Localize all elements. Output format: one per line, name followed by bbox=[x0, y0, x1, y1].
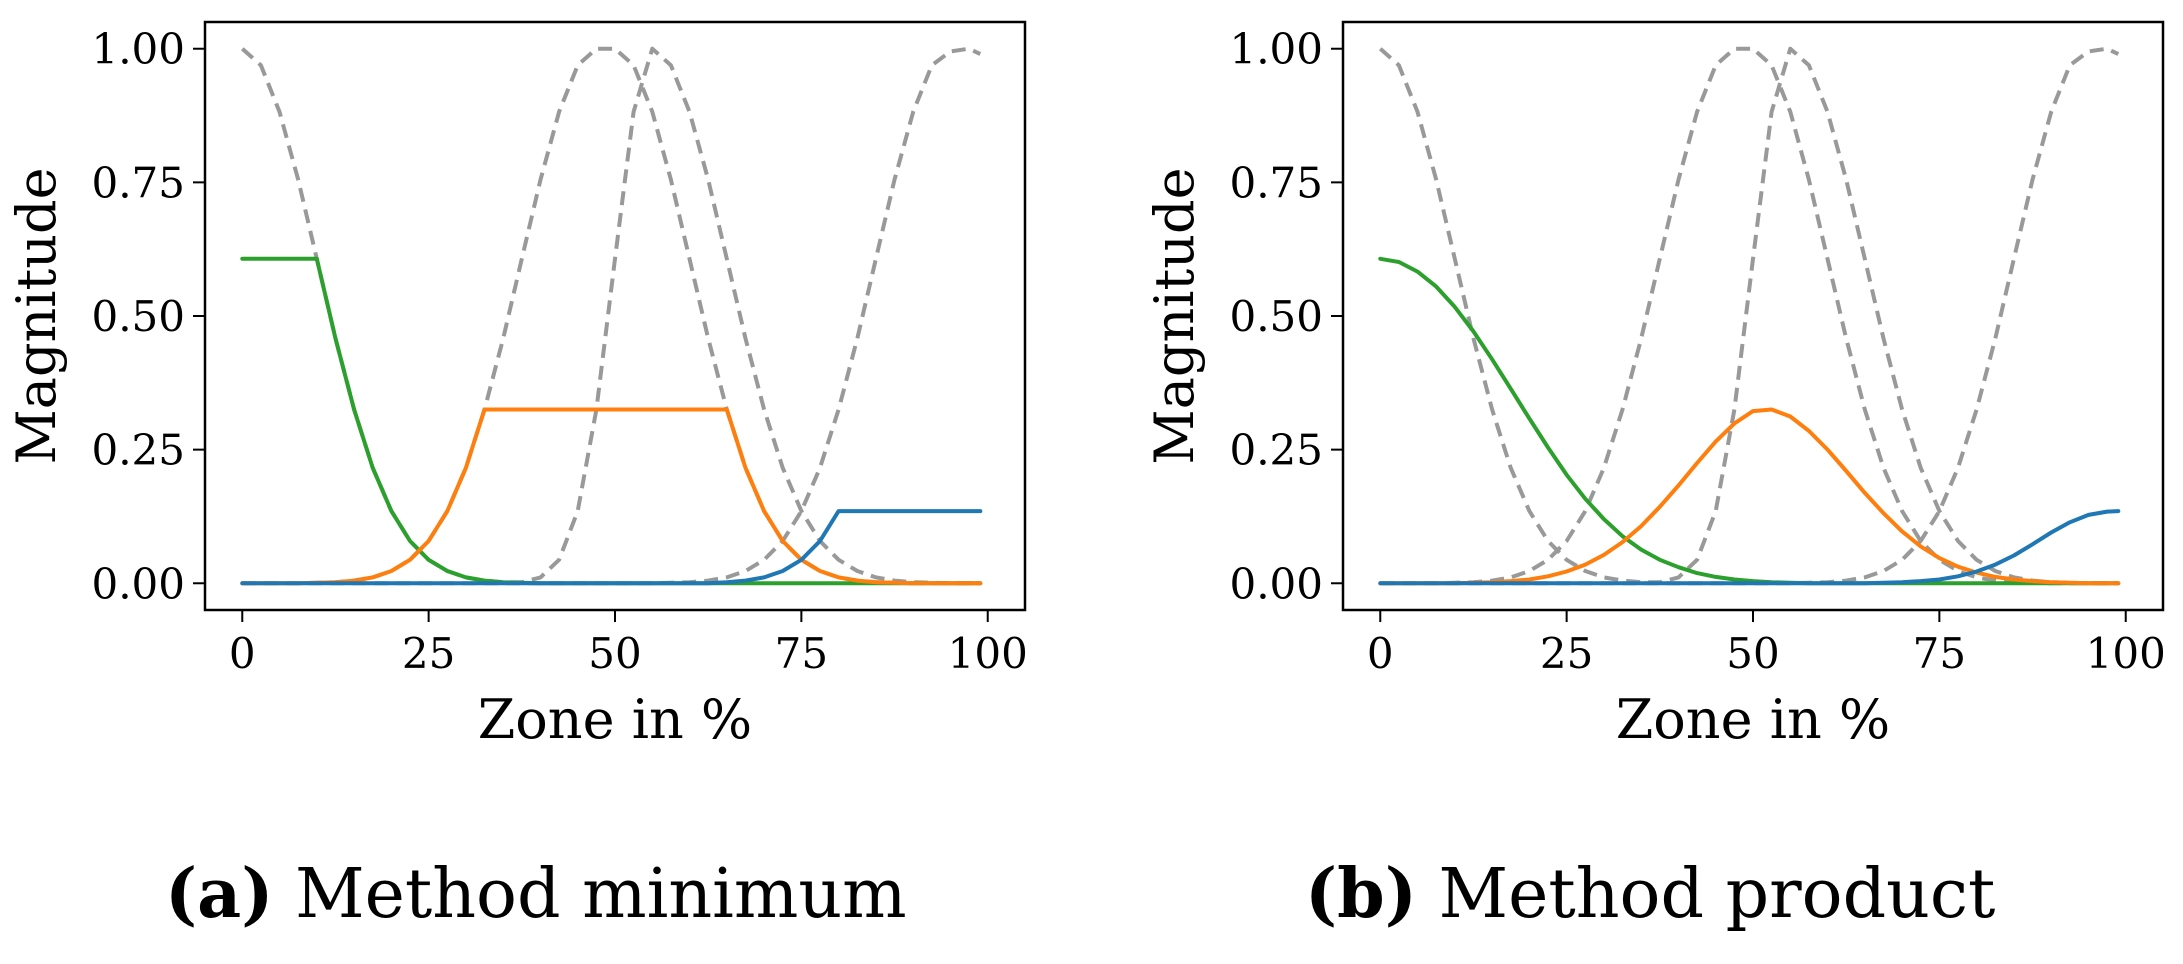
caption-method-product: (b) Method product bbox=[1305, 860, 1995, 929]
chart-method-minimum: 0 25 50 75 100 0.00 0.25 0.50 0.75 1.00 Zone in % M… bbox=[5, 20, 1028, 751]
y-tick-label: 0.50 bbox=[1229, 292, 1323, 341]
series-line-blue bbox=[240, 509, 983, 586]
x-tick-label: 0 bbox=[1367, 629, 1394, 678]
x-tick-label: 100 bbox=[948, 629, 1028, 678]
series-line-membership-mid bbox=[242, 46, 981, 586]
x-tick-label: 100 bbox=[2086, 629, 2166, 678]
x-tick-label: 75 bbox=[1913, 629, 1966, 678]
series-line-membership-high bbox=[242, 46, 982, 586]
x-tick-label: 25 bbox=[402, 629, 455, 678]
x-tick-label: 75 bbox=[775, 629, 828, 678]
series-line-orange bbox=[240, 407, 983, 586]
series-line-membership-low bbox=[1378, 46, 2119, 586]
series-line-membership-mid bbox=[1380, 46, 2119, 586]
x-tick-label: 25 bbox=[1540, 629, 1593, 678]
series-line-membership-low bbox=[240, 46, 981, 586]
caption-method-minimum: (a) Method minimum bbox=[165, 860, 907, 929]
y-tick-label: 0.25 bbox=[91, 426, 185, 475]
y-tick-label: 0.25 bbox=[1229, 426, 1323, 475]
x-axis-label: Zone in % bbox=[1616, 688, 1890, 751]
x-tick-label: 50 bbox=[1726, 629, 1779, 678]
axes-frame bbox=[203, 20, 1027, 612]
y-tick-label: 0.75 bbox=[1229, 158, 1323, 207]
y-tick-label: 1.00 bbox=[91, 25, 185, 74]
series-line-blue bbox=[1378, 509, 2121, 586]
x-axis-label: Zone in % bbox=[478, 688, 752, 751]
caption-tag: (b) bbox=[1305, 854, 1417, 934]
axes-frame bbox=[1341, 20, 2165, 612]
chart-method-product: 0 25 50 75 100 0.00 0.25 0.50 0.75 1.00 Zone in % M… bbox=[1143, 20, 2166, 751]
series-line-membership-high bbox=[1380, 46, 2120, 586]
x-tick-label: 50 bbox=[588, 629, 641, 678]
caption-text: Method minimum bbox=[273, 855, 907, 934]
y-tick-label: 0.00 bbox=[1229, 559, 1323, 608]
series-line-green bbox=[1378, 256, 2121, 586]
y-tick-label: 0.75 bbox=[91, 158, 185, 207]
caption-text: Method product bbox=[1416, 855, 1996, 934]
y-tick-label: 0.50 bbox=[91, 292, 185, 341]
series-line-green bbox=[240, 256, 983, 586]
y-tick-label: 1.00 bbox=[1229, 25, 1323, 74]
caption-tag: (a) bbox=[165, 854, 274, 934]
x-tick-label: 0 bbox=[229, 629, 256, 678]
y-axis-label: Magnitude bbox=[1143, 167, 1206, 464]
y-axis-label: Magnitude bbox=[5, 167, 68, 464]
y-tick-label: 0.00 bbox=[91, 559, 185, 608]
